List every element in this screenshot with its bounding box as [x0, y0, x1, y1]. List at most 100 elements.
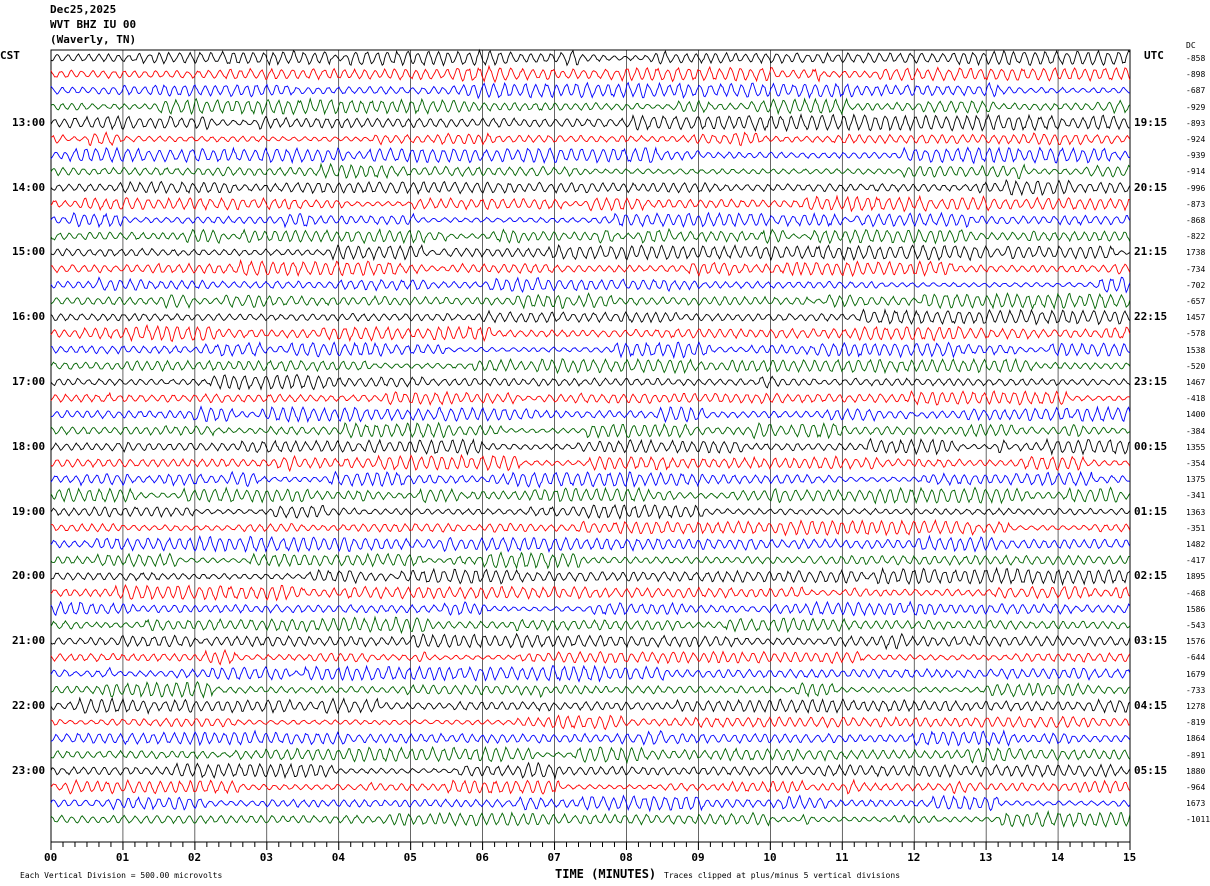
dc-offset-label: 1482 — [1186, 540, 1206, 549]
dc-offset-label: 1375 — [1186, 475, 1206, 485]
dc-offset-label: -657 — [1186, 297, 1206, 306]
x-tick-label: 05 — [403, 851, 417, 864]
left-hour-label: 14:00 — [12, 180, 46, 194]
trace-row — [50, 179, 1131, 197]
dc-offset-label: -858 — [1186, 54, 1206, 63]
trace-row — [50, 146, 1130, 165]
dc-offset-label: 1538 — [1186, 345, 1206, 355]
x-tick-label: 03 — [259, 851, 274, 864]
dc-offset-label: -893 — [1186, 118, 1206, 128]
left-hour-label: 19:00 — [12, 504, 46, 518]
trace-row — [50, 131, 1131, 147]
trace-row — [50, 681, 1131, 699]
left-hour-label: 18:00 — [12, 439, 46, 453]
dc-offset-label: 1457 — [1186, 313, 1206, 323]
dc-offset-label: -733 — [1186, 685, 1206, 695]
trace-row — [50, 373, 1131, 391]
trace-row — [50, 534, 1131, 554]
trace-row — [50, 453, 1131, 473]
trace-row — [50, 243, 1131, 262]
dc-offset-label: -702 — [1186, 280, 1206, 290]
left-hour-label: 16:00 — [12, 310, 46, 324]
trace-row — [50, 48, 1131, 67]
x-tick-label: 09 — [691, 851, 705, 864]
right-hour-label: 19:15 — [1134, 115, 1168, 129]
dc-offset-label: -468 — [1186, 588, 1206, 598]
trace-row — [50, 648, 1131, 666]
trace-row — [50, 227, 1131, 245]
dc-offset-label: -543 — [1186, 621, 1206, 630]
left-hour-label: 21:00 — [12, 634, 46, 648]
trace-row — [51, 405, 1131, 424]
dc-offset-label: 1679 — [1186, 669, 1206, 679]
trace-row — [50, 276, 1131, 294]
x-axis-title: TIME (MINUTES) — [555, 867, 657, 881]
dc-offset-label: -822 — [1186, 232, 1206, 242]
dc-offset-label: 1864 — [1186, 734, 1206, 744]
trace-row — [50, 390, 1130, 406]
right-hour-label: 00:15 — [1134, 439, 1168, 453]
right-hour-label: 20:15 — [1134, 180, 1168, 194]
trace-row — [50, 600, 1131, 617]
x-tick-label: 12 — [907, 851, 921, 864]
trace-row — [50, 97, 1131, 116]
trace-row — [50, 113, 1130, 133]
x-tick-label: 14 — [1051, 851, 1065, 864]
x-tick-label: 02 — [187, 851, 202, 864]
right-timezone: UTC — [1144, 49, 1164, 62]
trace-row — [50, 794, 1131, 813]
trace-row — [50, 211, 1131, 229]
dc-offset-label: -924 — [1186, 135, 1206, 144]
dc-offset-label: -891 — [1186, 750, 1206, 760]
clip-note: Traces clipped at plus/minus 5 vertical … — [664, 871, 901, 880]
right-hour-label: 01:15 — [1134, 504, 1168, 518]
x-tick-label: 06 — [475, 851, 489, 864]
trace-row — [50, 810, 1131, 828]
left-hour-label: 13:00 — [12, 115, 46, 129]
dc-offset-label: -873 — [1186, 199, 1206, 209]
trace-row — [50, 162, 1131, 180]
dc-offset-label: 1895 — [1186, 572, 1206, 582]
trace-row — [50, 81, 1130, 100]
dc-offset-label: 1586 — [1186, 604, 1206, 614]
dc-offset-label: -1011 — [1186, 815, 1210, 825]
dc-offset-label: -996 — [1186, 183, 1206, 193]
x-tick-label: 10 — [763, 851, 777, 864]
x-tick-label: 08 — [619, 851, 633, 864]
x-tick-label: 01 — [115, 851, 130, 864]
dc-offset-label: 1467 — [1186, 378, 1206, 387]
dc-offset-label: -351 — [1186, 523, 1206, 533]
left-hour-label: 17:00 — [12, 375, 46, 388]
trace-row — [50, 308, 1131, 326]
trace-row — [50, 64, 1131, 84]
trace-row — [50, 778, 1131, 795]
right-hour-label: 22:15 — [1134, 310, 1168, 324]
trace-row — [50, 437, 1131, 456]
dc-offset-label: 1738 — [1186, 248, 1206, 258]
date-label: Dec25,2025 — [50, 3, 117, 16]
trace-row — [50, 486, 1131, 505]
dc-offset-label: -354 — [1186, 459, 1206, 468]
dc-offset-label: 1363 — [1186, 507, 1206, 517]
dc-offset-label: -384 — [1186, 426, 1206, 436]
trace-row — [50, 761, 1131, 781]
x-tick-label: 00 — [44, 851, 58, 864]
x-tick-label: 04 — [331, 851, 345, 864]
right-hour-label: 02:15 — [1134, 569, 1168, 583]
trace-row — [50, 292, 1131, 310]
dc-header: DC — [1186, 41, 1196, 50]
trace-row — [50, 696, 1131, 715]
dc-offset-label: -687 — [1186, 86, 1206, 96]
dc-offset-label: -341 — [1186, 491, 1206, 501]
dc-offset-label: 1880 — [1186, 766, 1206, 776]
dc-offset-label: -578 — [1186, 329, 1206, 339]
trace-row — [50, 584, 1131, 602]
x-tick-label: 13 — [979, 851, 993, 864]
right-hour-label: 23:15 — [1134, 375, 1168, 388]
station-label: WVT BHZ IU 00 — [50, 18, 137, 31]
trace-row — [51, 518, 1131, 537]
dc-offset-label: -964 — [1186, 783, 1206, 792]
trace-row — [50, 714, 1130, 731]
